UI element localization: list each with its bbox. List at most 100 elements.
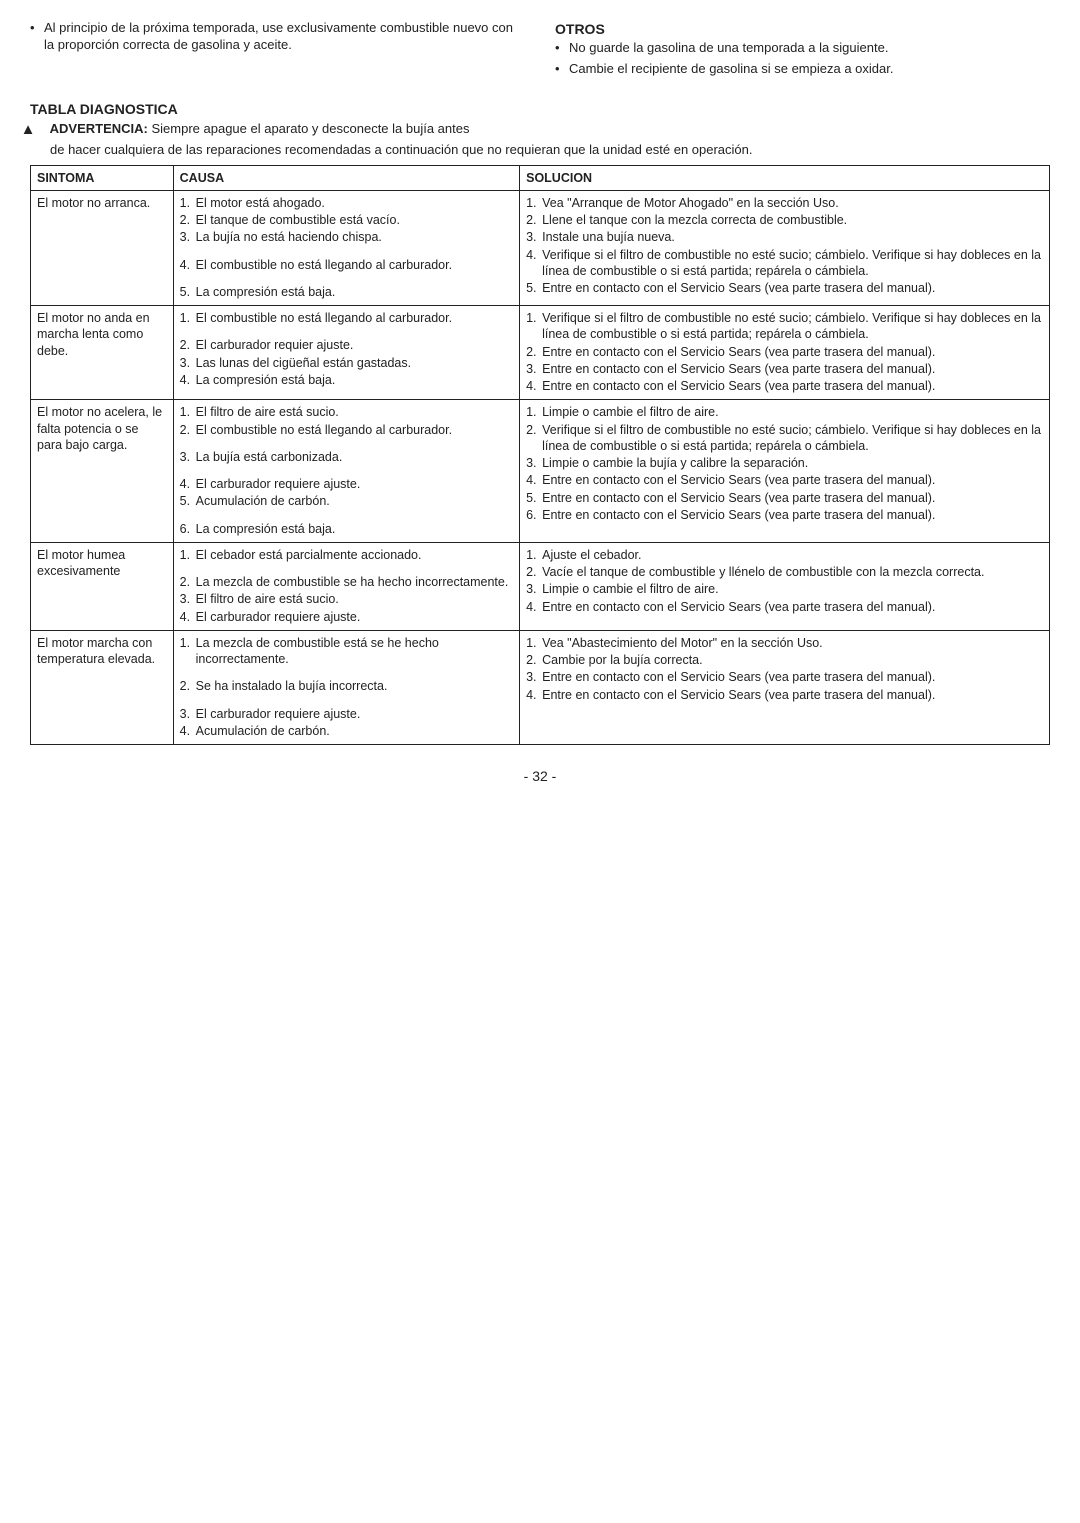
- table-row: El motor marcha con temperatura elevada.…: [31, 630, 1050, 744]
- cell-causa: 1.La mezcla de combustible está se he he…: [173, 630, 519, 744]
- item-text: Limpie o cambie la bujía y calibre la se…: [542, 455, 1043, 471]
- list-item: 4.La compresión está baja.: [180, 372, 513, 388]
- bullet-item: •No guarde la gasolina de una temporada …: [555, 40, 1050, 57]
- item-text: El combustible no está llegando al carbu…: [196, 257, 513, 273]
- item-number: 3.: [526, 669, 542, 685]
- bullet-text: Al principio de la próxima temporada, us…: [44, 20, 525, 54]
- item-text: El tanque de combustible está vacío.: [196, 212, 513, 228]
- list-item: 6.Entre en contacto con el Servicio Sear…: [526, 507, 1043, 523]
- item-number: 1.: [526, 310, 542, 343]
- table-row: El motor humea excesivamente1.El cebador…: [31, 542, 1050, 630]
- item-text: Entre en contacto con el Servicio Sears …: [542, 344, 1043, 360]
- item-number: 4.: [180, 723, 196, 739]
- item-text: El combustible no está llegando al carbu…: [196, 422, 513, 438]
- item-number: 3.: [526, 229, 542, 245]
- item-text: Limpie o cambie el filtro de aire.: [542, 581, 1043, 597]
- list-item: 2.Verifique si el filtro de combustible …: [526, 422, 1043, 455]
- item-number: 1.: [526, 547, 542, 563]
- list-item: 4.Entre en contacto con el Servicio Sear…: [526, 472, 1043, 488]
- item-text: El combustible no está llegando al carbu…: [196, 310, 513, 326]
- item-text: El filtro de aire está sucio.: [196, 404, 513, 420]
- list-item: 3.Limpie o cambie el filtro de aire.: [526, 581, 1043, 597]
- list-item: 3.Instale una bujía nueva.: [526, 229, 1043, 245]
- item-text: Entre en contacto con el Servicio Sears …: [542, 280, 1043, 296]
- item-text: El carburador requiere ajuste.: [196, 476, 513, 492]
- item-text: Entre en contacto con el Servicio Sears …: [542, 599, 1043, 615]
- item-number: 4.: [526, 687, 542, 703]
- item-number: 1.: [526, 404, 542, 420]
- item-number: 2.: [180, 574, 196, 590]
- item-text: Instale una bujía nueva.: [542, 229, 1043, 245]
- list-item: 4.Acumulación de carbón.: [180, 723, 513, 739]
- list-item: 5.La compresión está baja.: [180, 284, 513, 300]
- item-number: 1.: [526, 635, 542, 651]
- item-number: 1.: [180, 404, 196, 420]
- item-text: Verifique si el filtro de combustible no…: [542, 422, 1043, 455]
- bullet-mark: •: [555, 40, 569, 57]
- warning-text-2: de hacer cualquiera de las reparaciones …: [30, 142, 1050, 159]
- list-item: 1.Ajuste el cebador.: [526, 547, 1043, 563]
- list-item: 5.Acumulación de carbón.: [180, 493, 513, 509]
- item-number: 2.: [180, 337, 196, 353]
- item-text: La bujía está carbonizada.: [196, 449, 513, 465]
- item-text: Entre en contacto con el Servicio Sears …: [542, 361, 1043, 377]
- right-column: OTROS •No guarde la gasolina de una temp…: [555, 20, 1050, 82]
- item-text: El filtro de aire está sucio.: [196, 591, 513, 607]
- item-number: 4.: [180, 257, 196, 273]
- item-number: 6.: [180, 521, 196, 537]
- item-number: 2.: [180, 678, 196, 694]
- item-text: Entre en contacto con el Servicio Sears …: [542, 378, 1043, 394]
- list-item: 6.La compresión está baja.: [180, 521, 513, 537]
- item-number: 1.: [526, 195, 542, 211]
- cell-sintoma: El motor humea excesivamente: [31, 542, 174, 630]
- item-number: 4.: [526, 472, 542, 488]
- list-item: 4.El combustible no está llegando al car…: [180, 257, 513, 273]
- cell-sintoma: El motor no acelera, le falta potencia o…: [31, 400, 174, 543]
- item-text: Entre en contacto con el Servicio Sears …: [542, 669, 1043, 685]
- bullet-text: No guarde la gasolina de una temporada a…: [569, 40, 888, 57]
- list-item: 3.Las lunas del cigüeñal están gastadas.: [180, 355, 513, 371]
- item-number: 6.: [526, 507, 542, 523]
- item-text: La bujía no está haciendo chispa.: [196, 229, 513, 245]
- cell-solucion: 1.Ajuste el cebador.2.Vacíe el tanque de…: [520, 542, 1050, 630]
- cell-causa: 1.El motor está ahogado.2.El tanque de c…: [173, 190, 519, 305]
- item-text: Entre en contacto con el Servicio Sears …: [542, 507, 1043, 523]
- top-section: • Al principio de la próxima temporada, …: [30, 20, 1050, 82]
- item-number: 4.: [180, 476, 196, 492]
- item-text: El carburador requier ajuste.: [196, 337, 513, 353]
- list-item: 4.Verifique si el filtro de combustible …: [526, 247, 1043, 280]
- item-number: 1.: [180, 310, 196, 326]
- item-text: Acumulación de carbón.: [196, 723, 513, 739]
- item-text: Entre en contacto con el Servicio Sears …: [542, 490, 1043, 506]
- list-item: 2.La mezcla de combustible se ha hecho i…: [180, 574, 513, 590]
- item-text: El motor está ahogado.: [196, 195, 513, 211]
- tabla-heading: TABLA DIAGNOSTICA: [30, 100, 1050, 118]
- th-solucion: SOLUCION: [520, 165, 1050, 190]
- list-item: 1.El filtro de aire está sucio.: [180, 404, 513, 420]
- item-number: 4.: [526, 378, 542, 394]
- list-item: 4.Entre en contacto con el Servicio Sear…: [526, 378, 1043, 394]
- item-text: Vea "Arranque de Motor Ahogado" en la se…: [542, 195, 1043, 211]
- page-number: - 32 -: [30, 767, 1050, 785]
- item-text: La compresión está baja.: [196, 372, 513, 388]
- item-text: La compresión está baja.: [196, 284, 513, 300]
- item-text: Llene el tanque con la mezcla correcta d…: [542, 212, 1043, 228]
- item-number: 2.: [526, 564, 542, 580]
- item-text: Ajuste el cebador.: [542, 547, 1043, 563]
- item-text: El carburador requiere ajuste.: [196, 706, 513, 722]
- warning-label: ADVERTENCIA:: [50, 121, 148, 136]
- item-number: 2.: [526, 212, 542, 228]
- item-text: Verifique si el filtro de combustible no…: [542, 247, 1043, 280]
- item-text: Vea "Abastecimiento del Motor" en la sec…: [542, 635, 1043, 651]
- cell-solucion: 1.Verifique si el filtro de combustible …: [520, 306, 1050, 400]
- item-number: 2.: [526, 652, 542, 668]
- bullet-mark: •: [30, 20, 44, 54]
- cell-sintoma: El motor no arranca.: [31, 190, 174, 305]
- item-text: Las lunas del cigüeñal están gastadas.: [196, 355, 513, 371]
- list-item: 3.Limpie o cambie la bujía y calibre la …: [526, 455, 1043, 471]
- list-item: 2.Vacíe el tanque de combustible y lléne…: [526, 564, 1043, 580]
- table-header-row: SINTOMA CAUSA SOLUCION: [31, 165, 1050, 190]
- warning-text-1: Siempre apague el aparato y desconecte l…: [151, 121, 469, 136]
- list-item: 3.Entre en contacto con el Servicio Sear…: [526, 669, 1043, 685]
- item-number: 4.: [180, 609, 196, 625]
